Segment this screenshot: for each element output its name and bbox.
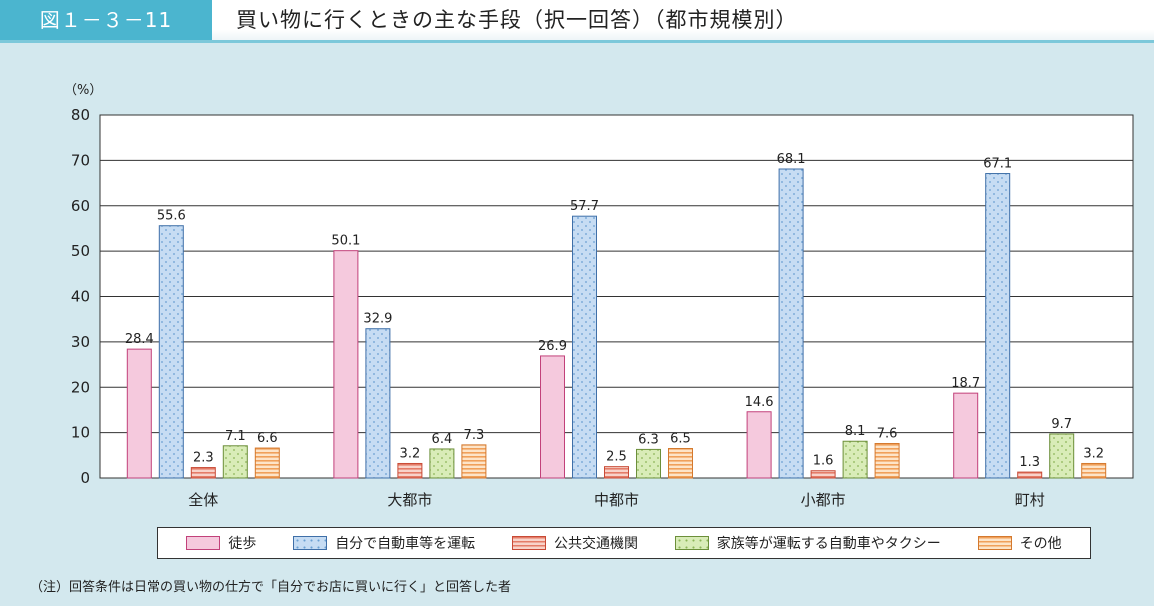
- y-tick-label: 10: [71, 424, 90, 442]
- bar-value-label: 68.1: [777, 152, 806, 167]
- y-tick-label: 70: [71, 151, 90, 169]
- bar: [254, 447, 280, 479]
- bar: [778, 168, 804, 479]
- legend-item: 家族等が運転する自動車やタクシー: [674, 533, 941, 553]
- legend-swatch: [511, 536, 546, 550]
- bar: [953, 392, 979, 479]
- bar: [1049, 433, 1075, 479]
- bar-value-label: 26.9: [538, 339, 567, 354]
- bar: [572, 215, 597, 479]
- legend-swatch: [186, 536, 221, 550]
- y-axis-ticks: 0 10 20 30 40 50 60 70 80: [71, 106, 90, 487]
- bar: [397, 462, 423, 479]
- x-category-label: 町村: [1015, 491, 1045, 509]
- bar: [668, 448, 693, 479]
- bar-value-label: 67.1: [983, 157, 1012, 172]
- legend-item: その他: [977, 533, 1062, 553]
- legend-label: その他: [1019, 536, 1062, 552]
- legend-item: 徒歩: [186, 533, 256, 553]
- bar-value-label: 50.1: [331, 234, 360, 249]
- figure-title: 買い物に行くときの主な手段（択一回答）（都市規模別）: [236, 8, 798, 32]
- bar: [746, 411, 772, 479]
- bar-value-label: 7.1: [225, 429, 246, 444]
- bar-value-label: 3.2: [1083, 446, 1104, 461]
- bar-value-label: 14.6: [745, 395, 774, 410]
- bar: [1081, 462, 1107, 479]
- legend-swatch: [674, 536, 709, 550]
- bar: [190, 467, 216, 479]
- bar-value-label: 2.5: [606, 450, 627, 465]
- bar: [842, 440, 868, 479]
- bar-value-label: 7.6: [877, 427, 898, 442]
- y-tick-label: 60: [71, 197, 90, 215]
- legend-label: 徒歩: [228, 536, 257, 552]
- bar-value-label: 55.6: [157, 209, 186, 224]
- bar: [540, 355, 565, 479]
- bar-value-label: 6.3: [638, 432, 659, 447]
- legend: 徒歩 自分で自動車等を運転 公共交通機関 家族等が運転する自動車やタクシー その他: [157, 527, 1091, 559]
- y-axis-unit-label: （%）: [64, 83, 102, 98]
- legend-label: 家族等が運転する自動車やタクシー: [716, 536, 941, 552]
- y-tick-label: 30: [71, 333, 90, 351]
- bar-value-label: 32.9: [363, 312, 392, 327]
- x-category-label: 大都市: [387, 491, 432, 509]
- bar-value-label: 7.3: [464, 428, 485, 443]
- bars: 28.4 55.6 2.3 7.1 6.6 50.1 32.9 3.2 6.4 7.3 26.9 57…: [125, 152, 1107, 479]
- bar-value-label: 57.7: [570, 199, 599, 214]
- legend-item: 自分で自動車等を運転: [293, 533, 475, 553]
- legend-label: 公共交通機関: [553, 536, 638, 552]
- y-tick-label: 0: [80, 469, 90, 487]
- bar-value-label: 28.4: [125, 332, 154, 347]
- x-category-label: 全体: [188, 491, 218, 509]
- bar: [1017, 471, 1043, 479]
- bar: [365, 328, 391, 479]
- legend-label: 自分で自動車等を運転: [335, 536, 476, 552]
- figure-number-badge: 図１－３－11: [0, 0, 212, 40]
- bar: [158, 225, 184, 479]
- bar-value-label: 8.1: [845, 424, 866, 439]
- bar: [333, 250, 359, 479]
- bar: [636, 448, 661, 479]
- bar-value-label: 6.4: [432, 432, 453, 447]
- footnote: （注）回答条件は日常の買い物の仕方で「自分でお店に買いに行く」と回答した者: [30, 580, 512, 595]
- bar: [429, 448, 455, 479]
- header-divider: [0, 40, 1154, 43]
- y-tick-label: 80: [71, 106, 90, 124]
- bar-value-label: 6.6: [257, 431, 278, 446]
- bar-value-label: 18.7: [951, 376, 980, 391]
- y-tick-label: 20: [71, 378, 90, 396]
- x-category-label: 中都市: [594, 491, 639, 509]
- bar: [604, 466, 629, 479]
- bar: [126, 348, 152, 479]
- bar-value-label: 3.2: [400, 446, 421, 461]
- bar: [874, 443, 900, 479]
- bar-value-label: 1.3: [1019, 455, 1040, 470]
- bar: [461, 444, 487, 479]
- y-tick-label: 40: [71, 288, 90, 306]
- x-axis-labels: 全体 大都市 中都市 小都市 町村: [188, 491, 1044, 509]
- legend-swatch: [977, 536, 1012, 550]
- bar-value-label: 2.3: [193, 451, 214, 466]
- bar-value-label: 9.7: [1051, 417, 1072, 432]
- y-tick-label: 50: [71, 242, 90, 260]
- legend-item: 公共交通機関: [511, 533, 638, 553]
- bar: [810, 470, 836, 479]
- bar-value-label: 1.6: [813, 454, 834, 469]
- legend-swatch: [293, 536, 328, 550]
- bar: [985, 173, 1011, 479]
- x-category-label: 小都市: [801, 491, 846, 509]
- bar: [222, 445, 248, 479]
- bar-value-label: 6.5: [670, 432, 691, 447]
